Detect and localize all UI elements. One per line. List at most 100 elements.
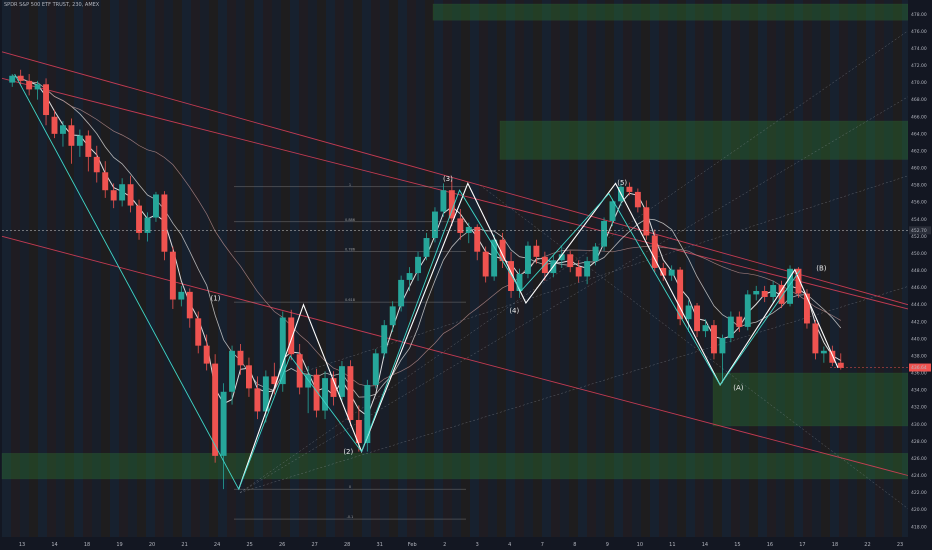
session-stripe <box>317 0 326 537</box>
session-stripe <box>614 0 623 537</box>
price-tick-label: 438.00 <box>911 353 927 359</box>
time-tick-label: 3 <box>476 542 479 548</box>
session-stripe <box>218 0 227 537</box>
candle-body <box>609 201 616 221</box>
candle-body <box>203 345 210 364</box>
candle-body <box>778 285 785 304</box>
time-tick-label: 2 <box>443 542 446 548</box>
session-stripe <box>137 0 146 537</box>
candle-body <box>820 350 827 354</box>
candle-body <box>584 261 591 277</box>
wave-label: (2) <box>343 448 353 456</box>
candle-body <box>313 374 320 411</box>
session-stripe <box>209 0 218 537</box>
session-stripe <box>731 0 740 537</box>
time-tick-label: 20 <box>149 542 155 548</box>
candle-body <box>34 84 41 90</box>
fib-level-label: 0.618 <box>345 298 355 302</box>
price-tick-label: 444.00 <box>911 302 927 308</box>
candle-body <box>127 184 134 206</box>
session-stripe <box>830 0 839 537</box>
session-stripe <box>452 0 461 537</box>
candle-body <box>305 374 312 388</box>
candle-body <box>51 116 58 134</box>
demand-zone <box>1 453 909 480</box>
price-axis-bg <box>908 0 932 550</box>
candle-body <box>795 268 802 294</box>
candle-body <box>516 273 523 291</box>
session-stripe <box>632 0 641 537</box>
candle-body <box>660 267 667 276</box>
session-stripe <box>902 0 911 537</box>
candle-body <box>533 245 540 257</box>
candle-body <box>161 194 168 252</box>
session-stripe <box>497 0 506 537</box>
time-tick-label: 4 <box>508 542 511 548</box>
price-tick-label: 440.00 <box>911 336 927 342</box>
time-tick-label: 18 <box>84 542 90 548</box>
demand-zone <box>712 372 909 427</box>
wave-label: (4) <box>509 307 519 315</box>
wave-label: (1) <box>211 294 221 302</box>
session-stripe <box>398 0 407 537</box>
time-tick-label: 14 <box>702 542 708 548</box>
session-stripe <box>812 0 821 537</box>
session-stripe <box>866 0 875 537</box>
price-tick-label: 456.00 <box>911 200 927 206</box>
session-stripe <box>623 0 632 537</box>
candle-body <box>508 261 515 291</box>
price-tick-label: 452.00 <box>911 234 927 240</box>
candle-body <box>829 350 836 363</box>
candle-body <box>76 135 83 146</box>
candle-body <box>119 184 126 201</box>
session-stripe <box>569 0 578 537</box>
session-stripe <box>371 0 380 537</box>
price-tick-label: 418.00 <box>911 524 927 530</box>
candle-body <box>719 337 726 354</box>
session-stripe <box>668 0 677 537</box>
candle-body <box>482 251 489 277</box>
candle-body <box>524 245 531 274</box>
session-stripe <box>704 0 713 537</box>
fib-level-label: 0 <box>349 485 351 489</box>
session-stripe <box>767 0 776 537</box>
candle-body <box>169 251 176 300</box>
candle-body <box>389 306 396 326</box>
price-tick-label: 424.00 <box>911 473 927 479</box>
time-axis[interactable]: 13 14 18 19 20 21 24 25 26 27 28 31 Feb 2 3 4 7 8 9 10 11 14 1… <box>0 537 932 550</box>
price-tick-label: 422.00 <box>911 490 927 496</box>
candle-body <box>178 291 185 300</box>
candle-body <box>262 376 269 412</box>
candle-body <box>440 190 447 212</box>
session-stripe <box>272 0 281 537</box>
time-tick-label: 17 <box>799 542 805 548</box>
price-tick-label: 472.00 <box>911 63 927 69</box>
session-stripe <box>290 0 299 537</box>
candlestick-series[interactable] <box>9 69 844 490</box>
price-tick-label: 442.00 <box>911 319 927 325</box>
candle-body <box>144 217 151 233</box>
candle-body <box>702 325 709 332</box>
time-tick-label: 13 <box>19 542 25 548</box>
wave-label: (B) <box>816 265 827 273</box>
fib-level-label: 0.886 <box>345 218 355 222</box>
time-tick-label: 10 <box>637 542 643 548</box>
session-stripe <box>128 0 137 537</box>
candle-body <box>381 325 388 354</box>
time-tick-label: 16 <box>767 542 773 548</box>
fibonacci-levels: 1 0.886 0.786 0.618 0 -0.1 <box>234 183 466 520</box>
session-stripe <box>182 0 191 537</box>
candle-body <box>753 291 760 295</box>
session-stripe <box>758 0 767 537</box>
channel-line <box>1 51 909 306</box>
elliott-wave-lines <box>14 73 839 491</box>
time-tick-label: 14 <box>51 542 57 548</box>
session-stripe <box>821 0 830 537</box>
session-stripe <box>227 0 236 537</box>
session-stripe <box>299 0 308 537</box>
time-tick-label: 22 <box>864 542 870 548</box>
candle-body <box>279 317 286 385</box>
moving-average-line <box>12 75 841 387</box>
